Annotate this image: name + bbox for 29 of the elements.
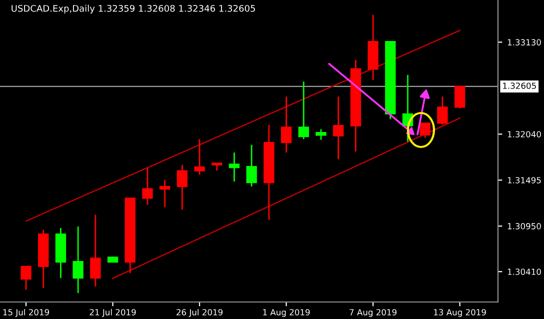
candlestick — [454, 86, 466, 110]
x-tick-label: 1 Aug 2019 — [263, 309, 310, 318]
candlestick — [280, 96, 292, 154]
candlestick — [437, 96, 448, 126]
y-tick-label: 1.32040 — [508, 131, 541, 138]
text: USDCAD.Exp,Daily 1.32359 1.32608 1.32346 1.32605 — [12, 4, 255, 14]
candlestick — [90, 214, 101, 288]
candlestick — [20, 266, 32, 290]
x-tick-label: 7 Aug 2019 — [350, 309, 397, 318]
candlestick — [298, 80, 309, 140]
candlestick — [316, 128, 326, 141]
candlestick — [72, 226, 84, 294]
candlestick — [333, 96, 344, 160]
candlestick — [160, 179, 170, 208]
candlestick — [176, 164, 188, 210]
y-tick-label: 1.30950 — [508, 223, 541, 230]
candlestick — [142, 167, 153, 206]
y-tick-label: 1.33130 — [508, 39, 541, 46]
candlestick — [420, 122, 430, 139]
y-tick-label: 1.30410 — [508, 268, 541, 275]
x-tick-label: 26 Jul 2019 — [176, 308, 223, 317]
candlestick — [246, 144, 257, 188]
x-tick-label: 21 Jul 2019 — [90, 308, 136, 317]
x-tick-label: 13 Aug 2019 — [434, 309, 486, 318]
y-tick-label: 1.31495 — [508, 177, 541, 184]
x-tick-label: 15 Jul 2019 — [3, 308, 50, 317]
candlestick — [228, 152, 240, 182]
ref-line-label: 1.32605 — [503, 82, 536, 89]
candlestick — [194, 138, 205, 176]
